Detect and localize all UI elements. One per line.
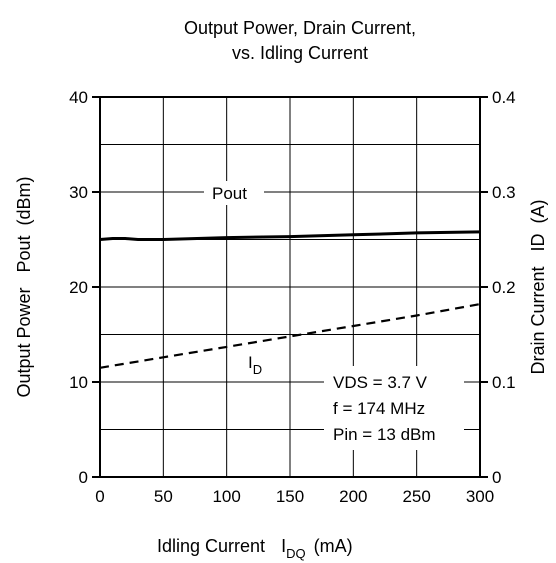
y-axis-left-label: Output Power Pout (dBm) [14,176,34,397]
x-tick-label: 100 [212,487,240,506]
y-right-tick-label: 0.1 [492,373,516,392]
y-right-tick-label: 0.4 [492,88,516,107]
data-series [99,230,481,369]
condition-vds: VDS = 3.7 V [333,373,428,392]
y-right-tick-label: 0.2 [492,278,516,297]
series-line-pout [99,230,481,241]
y-left-tick-label: 0 [79,468,88,487]
chart-title-line1: Output Power, Drain Current, [184,18,416,38]
x-tick-label: 0 [95,487,104,506]
y-left-tick-label: 30 [69,183,88,202]
x-tick-label: 200 [339,487,367,506]
x-tick-label: 300 [466,487,494,506]
y-left-tick-label: 40 [69,88,88,107]
y-right-tick-label: 0 [492,468,501,487]
x-axis-label-unit: (mA) [314,536,353,556]
x-tick-label: 50 [154,487,173,506]
y-axis-right-label: Drain Current ID (A) [528,199,548,374]
pout-series-label: Pout [212,184,247,203]
x-tick-label: 250 [402,487,430,506]
x-tick-label: 150 [276,487,304,506]
id-series-label-symbol: I [248,353,253,372]
y-left-tick-label: 10 [69,373,88,392]
chart-title-line2: vs. Idling Current [232,43,368,63]
series-line-id [99,303,481,369]
condition-frequency: f = 174 MHz [333,399,425,418]
id-series-label: ID [248,353,262,377]
x-axis-label-symbol: I [281,536,286,556]
y-left-tick-label: 20 [69,278,88,297]
grid-lines [100,97,480,477]
condition-pin: Pin = 13 dBm [333,425,436,444]
pout-label-bg [204,181,264,205]
x-axis-label-text: Idling Current [157,536,265,556]
x-axis-label-symbol-sub: DQ [286,546,306,561]
y-right-tick-label: 0.3 [492,183,516,202]
x-axis-label: Idling Current IDQ (mA) [157,536,353,561]
conditions-box [324,366,464,450]
id-series-label-sub: D [253,362,262,377]
